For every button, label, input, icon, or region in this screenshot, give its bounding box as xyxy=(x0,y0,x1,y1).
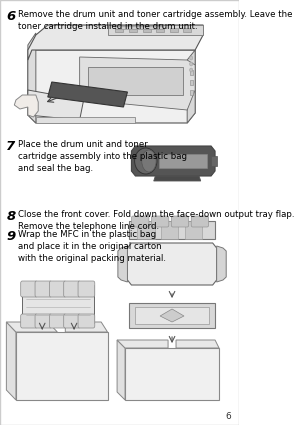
Text: Close the front cover. Fold down the face-down output tray flap.
Remove the tele: Close the front cover. Fold down the fac… xyxy=(17,210,294,231)
Bar xyxy=(22,285,94,323)
FancyBboxPatch shape xyxy=(50,281,66,297)
Polygon shape xyxy=(117,340,168,348)
FancyBboxPatch shape xyxy=(50,314,66,328)
Polygon shape xyxy=(65,322,107,332)
Polygon shape xyxy=(217,246,226,282)
Text: Place the drum unit and toner
cartridge assembly into the plastic bag
and seal t: Place the drum unit and toner cartridge … xyxy=(17,140,187,173)
Bar xyxy=(190,70,193,75)
Circle shape xyxy=(190,62,193,66)
Bar xyxy=(185,221,202,239)
Polygon shape xyxy=(125,348,219,400)
Polygon shape xyxy=(36,117,135,123)
Bar xyxy=(142,28,151,32)
Polygon shape xyxy=(154,176,201,181)
Polygon shape xyxy=(160,309,184,322)
Bar xyxy=(159,154,207,168)
Bar xyxy=(190,90,193,95)
FancyBboxPatch shape xyxy=(21,314,38,328)
Ellipse shape xyxy=(135,148,157,174)
FancyBboxPatch shape xyxy=(35,281,52,297)
Circle shape xyxy=(190,56,193,60)
Bar xyxy=(116,26,163,29)
Polygon shape xyxy=(128,243,217,285)
Text: Remove the drum unit and toner cartridge assembly. Leave the
toner cartridge ins: Remove the drum unit and toner cartridge… xyxy=(17,10,292,31)
Polygon shape xyxy=(16,332,107,400)
Bar xyxy=(129,28,137,32)
Polygon shape xyxy=(131,146,215,176)
FancyBboxPatch shape xyxy=(131,216,149,227)
Polygon shape xyxy=(135,307,209,324)
Polygon shape xyxy=(80,57,195,110)
Polygon shape xyxy=(107,25,203,35)
Bar xyxy=(88,67,183,95)
Polygon shape xyxy=(28,90,84,120)
Text: 6: 6 xyxy=(6,10,16,23)
Bar xyxy=(156,28,164,32)
FancyBboxPatch shape xyxy=(171,216,189,227)
Text: 7: 7 xyxy=(6,140,16,153)
FancyBboxPatch shape xyxy=(64,281,80,297)
FancyBboxPatch shape xyxy=(78,281,95,297)
Polygon shape xyxy=(6,322,57,332)
Polygon shape xyxy=(129,303,215,328)
Bar xyxy=(183,28,191,32)
Polygon shape xyxy=(187,50,195,123)
FancyBboxPatch shape xyxy=(64,314,80,328)
Text: Wrap the MFC in the plastic bag
and place it in the original carton
with the ori: Wrap the MFC in the plastic bag and plac… xyxy=(17,230,166,264)
Bar xyxy=(18,335,105,397)
FancyBboxPatch shape xyxy=(151,216,169,227)
Bar xyxy=(190,80,193,85)
Polygon shape xyxy=(129,221,215,239)
FancyBboxPatch shape xyxy=(78,314,95,328)
FancyBboxPatch shape xyxy=(191,216,209,227)
Bar xyxy=(170,28,178,32)
Bar xyxy=(161,221,178,239)
FancyBboxPatch shape xyxy=(35,314,52,328)
Bar xyxy=(137,221,154,239)
Polygon shape xyxy=(6,322,16,400)
Circle shape xyxy=(190,68,193,72)
Bar xyxy=(116,28,124,32)
Polygon shape xyxy=(118,246,128,282)
Polygon shape xyxy=(117,340,125,400)
Polygon shape xyxy=(14,95,38,117)
Polygon shape xyxy=(48,82,128,107)
Text: 6: 6 xyxy=(225,412,231,421)
Polygon shape xyxy=(28,33,36,123)
Text: 8: 8 xyxy=(6,210,16,223)
Polygon shape xyxy=(28,25,203,60)
Polygon shape xyxy=(28,50,195,123)
FancyBboxPatch shape xyxy=(21,281,38,297)
Polygon shape xyxy=(176,340,219,348)
Bar xyxy=(211,156,218,166)
Text: 9: 9 xyxy=(6,230,16,243)
Ellipse shape xyxy=(142,150,156,172)
